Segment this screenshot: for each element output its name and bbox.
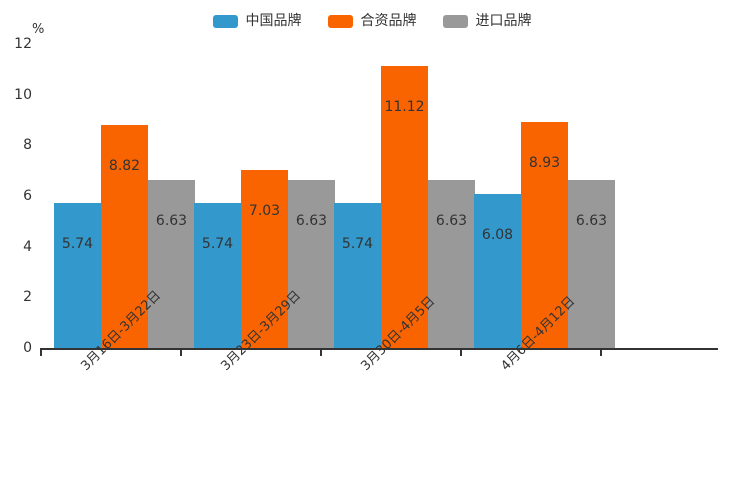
y-axis-unit-label: % (32, 22, 45, 37)
y-axis-tick-label: 8 (23, 137, 32, 154)
chart-legend: 中国品牌 合资品牌 进口品牌 (0, 8, 744, 34)
x-axis-tick (180, 348, 182, 356)
bar-2-0[interactable]: 6.63 (148, 180, 195, 348)
bar-1-0[interactable]: 8.82 (101, 124, 148, 348)
x-axis-tick (460, 348, 462, 356)
bar-value-label: 5.74 (61, 235, 94, 252)
bar-2-2[interactable]: 6.63 (428, 180, 475, 348)
bar-group: 5.74 11.12 6.63 (334, 44, 475, 348)
bar-1-1[interactable]: 7.03 (241, 169, 288, 348)
bar-value-label: 11.12 (384, 99, 425, 116)
legend-swatch-icon-0 (212, 14, 238, 28)
bar-group: 6.08 8.93 6.63 (474, 44, 615, 348)
bar-value-label: 6.63 (295, 213, 328, 230)
legend-swatch-icon-1 (327, 14, 353, 28)
bar-0-1[interactable]: 5.74 (194, 202, 241, 348)
plot-area: 0 2 4 6 8 10 12 5.74 8.82 6.63 3月16日-3月22日 5.74 7.03… (14, 36, 724, 374)
bar-value-label: 5.74 (341, 235, 374, 252)
bar-group: 5.74 8.82 6.63 (54, 44, 195, 348)
y-axis-tick-label: 10 (14, 86, 32, 103)
legend-item-2[interactable]: 进口品牌 (442, 13, 532, 29)
x-axis-tick (600, 348, 602, 356)
y-axis-tick-label: 12 (14, 36, 32, 52)
bar-value-label: 5.74 (201, 235, 234, 252)
bar-2-1[interactable]: 6.63 (288, 180, 335, 348)
legend-label-2: 进口品牌 (475, 13, 532, 29)
bar-0-2[interactable]: 5.74 (334, 202, 381, 348)
y-axis-tick-label: 4 (23, 238, 32, 255)
bar-value-label: 8.82 (108, 157, 141, 174)
y-axis-tick-label: 2 (23, 289, 32, 306)
legend-swatch-icon-2 (442, 14, 468, 28)
bar-1-2[interactable]: 11.12 (381, 66, 428, 348)
bar-2-3[interactable]: 6.63 (568, 180, 615, 348)
bar-group: 5.74 7.03 6.63 (194, 44, 335, 348)
legend-item-0[interactable]: 中国品牌 (212, 13, 302, 29)
legend-label-0: 中国品牌 (245, 13, 302, 29)
bar-value-label: 6.63 (435, 213, 468, 230)
bar-value-label: 8.93 (528, 154, 561, 171)
x-axis-line (40, 348, 718, 350)
bar-0-0[interactable]: 5.74 (54, 202, 101, 348)
legend-item-1[interactable]: 合资品牌 (327, 13, 417, 29)
bar-value-label: 7.03 (248, 202, 281, 219)
y-axis-tick-label: 0 (23, 340, 32, 356)
bar-value-label: 6.08 (481, 226, 514, 243)
x-axis-tick (40, 348, 42, 356)
bar-value-label: 6.63 (155, 213, 188, 230)
bar-value-label: 6.63 (575, 213, 608, 230)
y-axis-tick-label: 6 (23, 188, 32, 204)
legend-label-1: 合资品牌 (360, 13, 417, 29)
x-axis-tick (320, 348, 322, 356)
bar-0-3[interactable]: 6.08 (474, 193, 521, 348)
bar-1-3[interactable]: 8.93 (521, 121, 568, 348)
